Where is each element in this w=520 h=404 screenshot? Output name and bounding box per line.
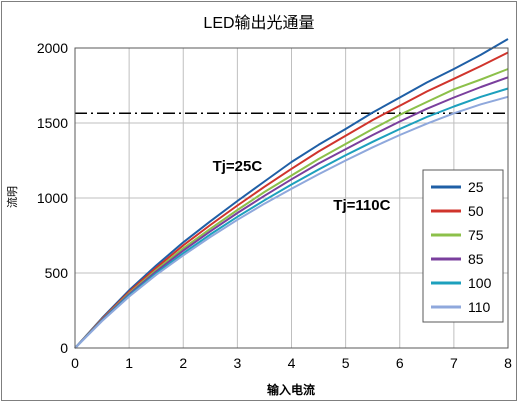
legend-box (422, 169, 504, 323)
legend-label-50: 50 (468, 203, 484, 219)
plot-area-border (74, 47, 509, 349)
x-tick-label: 7 (450, 355, 458, 371)
legend-label-85: 85 (468, 251, 484, 267)
x-tick-label: 3 (233, 355, 241, 371)
x-tick-label: 6 (396, 355, 404, 371)
x-tick-label: 0 (71, 355, 79, 371)
annotation-label: Tj=25C (213, 158, 263, 175)
annotation-label: Tj=110C (333, 197, 390, 214)
x-tick-label: 4 (288, 355, 296, 371)
series-line-100 (74, 87, 509, 349)
y-tick-label: 1500 (37, 115, 68, 131)
series-lines (74, 38, 509, 349)
legend-label-110: 110 (468, 299, 491, 315)
y-tick-label: 2000 (37, 40, 68, 56)
legend-label-25: 25 (468, 179, 484, 195)
tick-labels: 0 1 2 3 4 5 6 7 8 0 500 1000 1500 2000 (37, 40, 512, 371)
series-line-75 (74, 68, 509, 349)
x-tick-label: 5 (342, 355, 350, 371)
x-axis-label: 输入电流 (267, 382, 315, 397)
y-axis-label: 流明 (5, 186, 19, 208)
y-tick-label: 1000 (37, 190, 68, 206)
annotations: Tj=25C Tj=110C (213, 158, 391, 214)
y-tick-label: 500 (45, 265, 69, 281)
chart-title: LED输出光通量 (203, 14, 314, 32)
x-tick-label: 1 (125, 355, 133, 371)
x-tick-label: 2 (179, 355, 187, 371)
y-tick-label: 0 (60, 340, 68, 356)
legend-label-75: 75 (468, 227, 484, 243)
legend: 25 50 75 85 100 110 (422, 169, 504, 323)
series-line-25 (74, 38, 509, 349)
x-tick-label: 8 (504, 355, 512, 371)
series-line-50 (74, 51, 509, 349)
legend-label-100: 100 (468, 275, 492, 291)
series-line-110 (74, 95, 509, 349)
series-line-85 (74, 76, 509, 349)
